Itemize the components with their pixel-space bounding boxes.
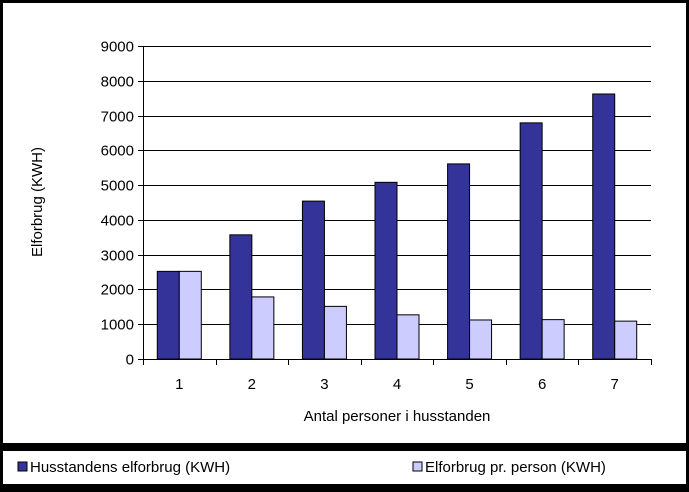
bar-household — [592, 93, 616, 360]
bar-household — [156, 270, 180, 360]
legend: Husstandens elforbrug (KWH) Elforbrug pr.… — [17, 459, 606, 476]
bar-per-person — [251, 296, 275, 360]
x-tick-label: 1 — [175, 376, 183, 393]
x-tick-label: 6 — [538, 376, 546, 393]
bar-household — [374, 181, 398, 360]
bar-household — [229, 234, 253, 360]
x-tick-label: 7 — [611, 376, 619, 393]
y-tick-label: 4000 — [101, 213, 134, 230]
bar-per-person — [614, 320, 638, 360]
bar-per-person — [469, 319, 493, 360]
y-tick-label: 0 — [126, 352, 134, 369]
axes: 0 1000 2000 3000 4000 5000 6000 7000 8000 9000 1 2 3… — [101, 39, 652, 393]
bar-per-person — [323, 305, 347, 360]
bar-per-person — [178, 270, 202, 360]
y-tick-label: 7000 — [101, 109, 134, 126]
x-tick-label: 5 — [465, 376, 473, 393]
legend-label-household: Husstandens elforbrug (KWH) — [30, 459, 230, 476]
y-tick-label: 6000 — [101, 143, 134, 160]
x-tick-label: 2 — [248, 376, 256, 393]
x-tick-label: 4 — [393, 376, 401, 393]
y-tick-label: 2000 — [101, 282, 134, 299]
y-tick-label: 5000 — [101, 178, 134, 195]
chart-area-background — [3, 3, 686, 443]
y-tick-label: 8000 — [101, 74, 134, 91]
legend-swatch-household — [17, 461, 28, 472]
x-axis-title: Antal personer i husstanden — [304, 408, 491, 425]
y-tick-label: 1000 — [101, 317, 134, 334]
bar-household — [519, 122, 543, 360]
x-tick-label: 3 — [320, 376, 328, 393]
y-axis-title: Elforbrug (KWH) — [29, 147, 46, 257]
bar-per-person — [396, 314, 420, 360]
legend-box — [3, 451, 686, 484]
legend-label-per-person: Elforbrug pr. person (KWH) — [425, 459, 606, 476]
legend-swatch-per-person — [412, 461, 423, 472]
bar-household — [301, 200, 325, 360]
y-tick-label: 9000 — [101, 39, 134, 56]
bar-per-person — [541, 319, 565, 360]
bar-household — [447, 163, 471, 360]
y-tick-label: 3000 — [101, 248, 134, 265]
